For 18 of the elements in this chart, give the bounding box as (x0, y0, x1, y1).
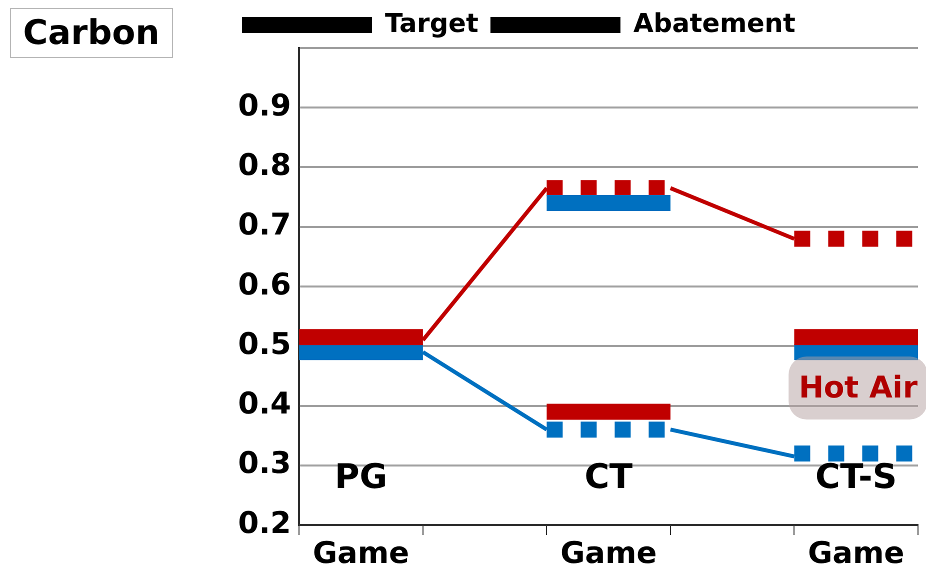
legend-label: Abatement (633, 8, 796, 39)
legend-label: Target (385, 8, 478, 39)
y-tick-label: 0.3 (238, 446, 292, 482)
y-tick-label: 0.6 (238, 267, 292, 302)
y-tick-label: 0.2 (238, 506, 292, 541)
annotation: PG (334, 457, 388, 497)
y-tick-label: 0.9 (238, 88, 292, 124)
y-tick-label: 0.8 (238, 148, 292, 184)
annotation: CT-S (815, 457, 897, 497)
y-tick-label: 0.5 (238, 326, 292, 362)
x-tick-label: Game (560, 536, 657, 571)
y-tick-label: 0.7 (238, 208, 292, 243)
x-tick-label: Game (808, 536, 904, 571)
y-axis-title: Carbon (10, 8, 173, 58)
y-tick-label: 0.4 (238, 386, 292, 422)
x-tick-label: Game (312, 536, 410, 571)
annotation: Hot Air (788, 356, 926, 420)
annotation: CT (584, 457, 633, 497)
